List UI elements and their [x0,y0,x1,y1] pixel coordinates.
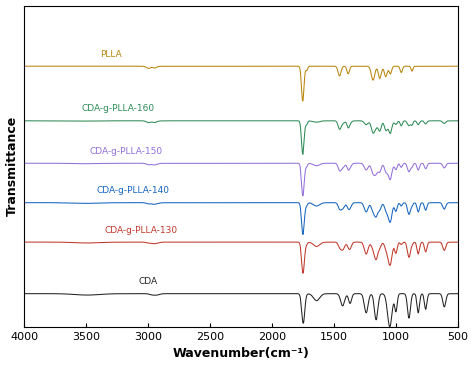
X-axis label: Wavenumber(cm⁻¹): Wavenumber(cm⁻¹) [173,347,310,361]
Y-axis label: Transmittance: Transmittance [6,116,18,216]
Text: CDA: CDA [138,277,158,286]
Text: CDA-g-PLLA-140: CDA-g-PLLA-140 [97,186,170,195]
Text: PLLA: PLLA [100,50,122,59]
Text: CDA-g-PLLA-160: CDA-g-PLLA-160 [82,104,155,113]
Text: CDA-g-PLLA-130: CDA-g-PLLA-130 [104,225,177,235]
Text: CDA-g-PLLA-150: CDA-g-PLLA-150 [89,147,162,156]
